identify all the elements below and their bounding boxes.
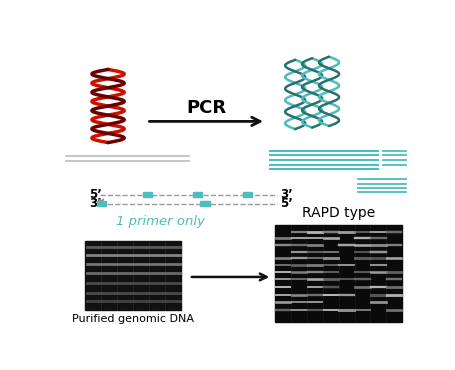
- Bar: [201, 201, 210, 206]
- Text: PCR: PCR: [186, 99, 226, 117]
- Bar: [143, 192, 152, 197]
- Bar: [243, 192, 252, 197]
- Text: 5’: 5’: [281, 197, 293, 210]
- Text: 3’: 3’: [89, 197, 101, 210]
- Text: 5’: 5’: [89, 188, 101, 201]
- Bar: [193, 192, 202, 197]
- Text: 1 primer only: 1 primer only: [116, 215, 205, 228]
- Text: Purified genomic DNA: Purified genomic DNA: [72, 314, 194, 324]
- Text: RAPD type: RAPD type: [303, 206, 376, 220]
- Bar: [85, 241, 181, 310]
- Bar: [96, 201, 106, 206]
- Bar: [275, 225, 402, 322]
- Text: 3’: 3’: [281, 188, 293, 201]
